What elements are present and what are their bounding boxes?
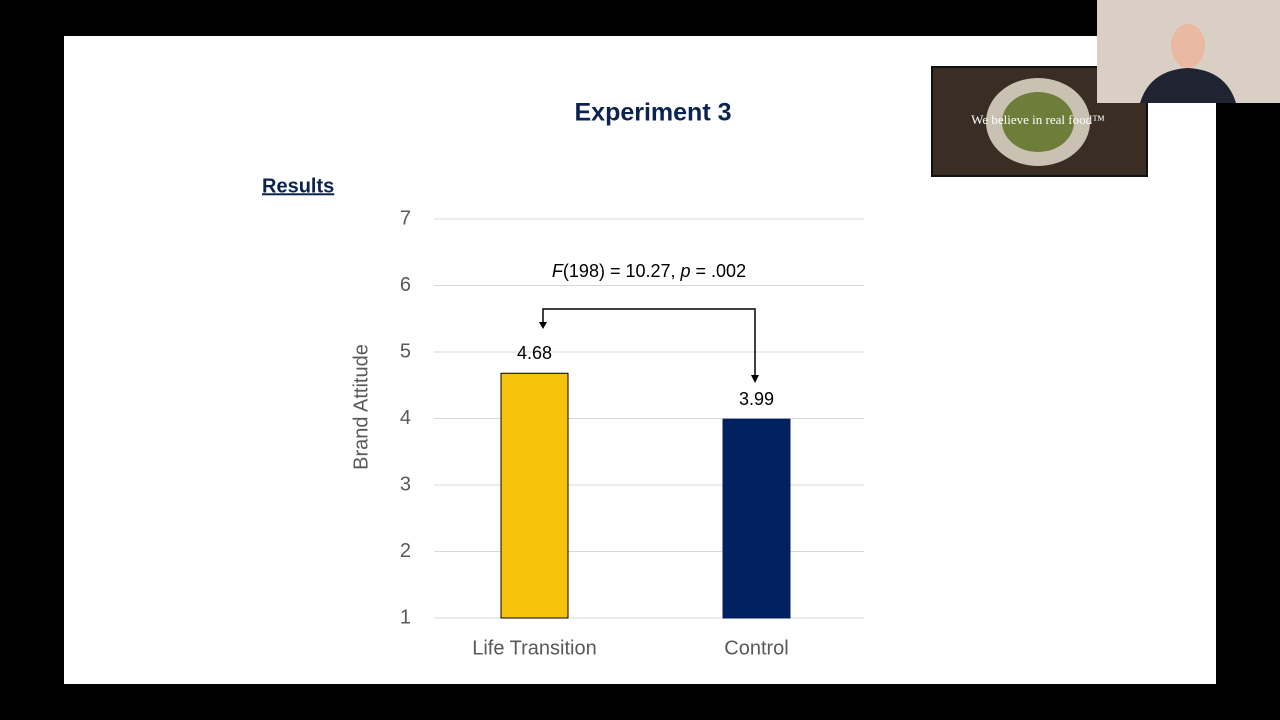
y-axis-label: Brand Attitude bbox=[350, 344, 372, 470]
comparison-bracket bbox=[542, 308, 756, 378]
annotation-part: = .002 bbox=[691, 261, 747, 281]
x-tick-label: Control bbox=[724, 637, 788, 659]
annotation-part: F bbox=[552, 261, 564, 281]
section-heading: Results bbox=[262, 175, 334, 197]
y-tick-label: 1 bbox=[400, 606, 411, 628]
person-body bbox=[1140, 68, 1236, 103]
slide-title: Experiment 3 bbox=[574, 99, 731, 127]
chart: 1 2 3 4 5 6 7 Life Transition 4.68 Control 3.99 Bra… bbox=[350, 207, 864, 659]
bar bbox=[500, 372, 569, 619]
y-tick-label: 4 bbox=[400, 407, 411, 429]
data-label: 3.99 bbox=[739, 389, 774, 409]
person-head bbox=[1171, 24, 1205, 68]
webcam bbox=[1097, 0, 1280, 103]
y-tick-label: 7 bbox=[400, 207, 411, 229]
data-label: 4.68 bbox=[517, 343, 552, 363]
y-tick-label: 6 bbox=[400, 274, 411, 296]
video-thumbnail: We believe in real food™ bbox=[931, 66, 1148, 177]
food bbox=[1002, 92, 1074, 152]
y-tick-label: 5 bbox=[400, 340, 411, 362]
x-tick-label: Life Transition bbox=[472, 637, 597, 659]
annotation: F(198) = 10.27, p = .002 bbox=[552, 261, 746, 281]
y-tick-label: 2 bbox=[400, 540, 411, 562]
y-tick-label: 3 bbox=[400, 473, 411, 495]
annotation-part: p bbox=[680, 261, 691, 281]
video-caption: We believe in real food™ bbox=[971, 112, 1105, 127]
annotation-part: (198) = 10.27, bbox=[563, 261, 681, 281]
bar bbox=[722, 418, 791, 619]
